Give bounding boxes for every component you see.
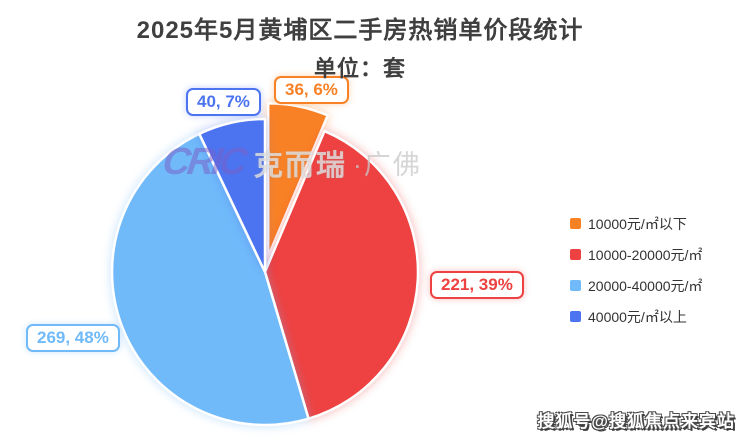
legend: 10000元/㎡以下 10000-20000元/㎡ 20000-40000元/㎡… (570, 215, 702, 339)
slice-label-10000-20000: 221, 39% (430, 271, 524, 299)
legend-label: 10000-20000元/㎡ (588, 246, 703, 263)
legend-item-over-40000: 40000元/㎡以上 (570, 308, 702, 325)
chart-unit-label: 单位：套 (313, 56, 406, 81)
chart-title: 2025年5月黄埔区二手房热销单价段统计 (136, 17, 584, 44)
legend-swatch-blue (570, 311, 581, 322)
pie-slice-2 (110, 132, 310, 427)
legend-swatch-orange (570, 218, 581, 229)
legend-label: 10000元/㎡以下 (588, 215, 687, 232)
legend-item-10000-20000: 10000-20000元/㎡ (570, 246, 702, 263)
legend-label: 20000-40000元/㎡ (588, 277, 703, 294)
pie-chart (75, 85, 455, 435)
legend-item-under-10000: 10000元/㎡以下 (570, 215, 702, 232)
slice-label-20000-40000: 269, 48% (26, 324, 120, 352)
legend-item-20000-40000: 20000-40000元/㎡ (570, 277, 702, 294)
legend-swatch-lightblue (570, 280, 581, 291)
pie-slice-0 (266, 102, 329, 258)
legend-label: 40000元/㎡以上 (588, 308, 687, 325)
chart-header: 2025年5月黄埔区二手房热销单价段统计 单位：套 (0, 10, 720, 83)
sohu-watermark: 搜狐号@搜狐焦点来宾站 (537, 412, 735, 431)
slice-label-under-10000: 36, 6% (274, 76, 349, 104)
pie-slice-3 (198, 117, 267, 274)
slice-label-over-40000: 40, 7% (186, 88, 261, 116)
pie-slice-1 (263, 129, 420, 420)
legend-swatch-red (570, 249, 581, 260)
